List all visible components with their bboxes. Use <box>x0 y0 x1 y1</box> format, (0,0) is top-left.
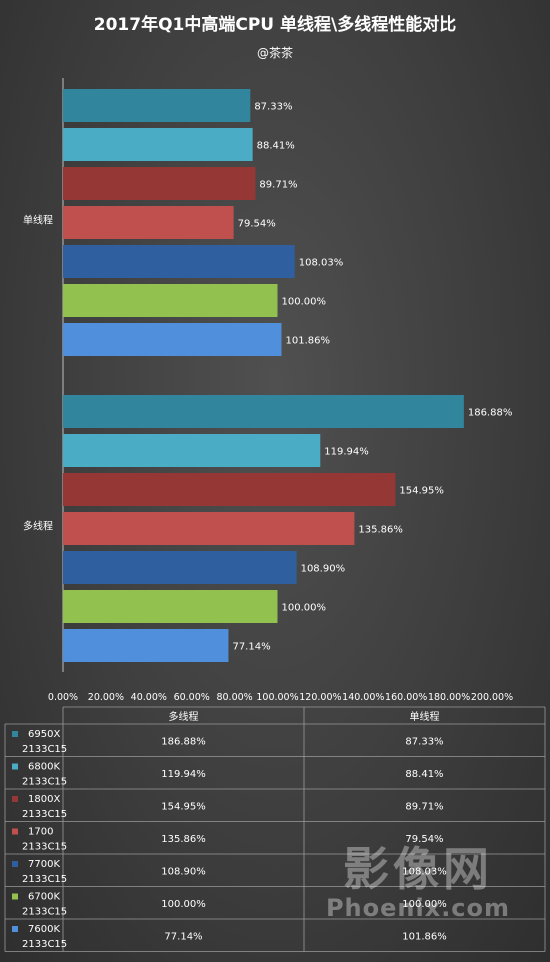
legend-label: 7600K <box>28 924 60 935</box>
x-tick-label: 100.00% <box>256 692 298 703</box>
bar-value-label: 100.00% <box>282 297 327 308</box>
table-cell: 135.86% <box>161 834 206 845</box>
legend-label-sub: 2133C15 <box>22 744 67 755</box>
table-cell: 154.95% <box>161 801 206 812</box>
bar-value-label: 135.86% <box>358 525 403 536</box>
bar <box>63 323 282 356</box>
x-tick-label: 120.00% <box>299 692 341 703</box>
bar <box>63 434 321 467</box>
table-cell: 108.03% <box>402 866 447 877</box>
data-table: 多线程 单线程 6950X 2133C15 186.88% 87.33% 6800K 2133… <box>4 706 546 952</box>
bar <box>63 245 295 278</box>
legend-swatch <box>12 861 18 867</box>
table-cell: 100.00% <box>161 899 206 910</box>
table-cell: 79.54% <box>405 834 443 845</box>
table-header: 单线程 <box>410 710 440 723</box>
legend-label-sub: 2133C15 <box>22 907 67 918</box>
table-cell: 108.90% <box>161 866 206 877</box>
bar <box>63 590 278 623</box>
bar <box>63 395 464 428</box>
legend-label: 6700K <box>28 892 60 903</box>
bar <box>63 284 278 317</box>
table-cell: 87.33% <box>405 736 443 747</box>
bar-value-label: 100.00% <box>282 603 327 614</box>
legend-label-sub: 2133C15 <box>22 809 67 820</box>
group-label: 多线程 <box>23 520 53 533</box>
watermark-main: 影像网 <box>343 842 493 896</box>
bar-value-label: 101.86% <box>285 336 330 347</box>
table-header: 多线程 <box>169 710 199 723</box>
bar <box>63 128 253 161</box>
legend-swatch <box>12 731 18 737</box>
table-cell: 100.00% <box>402 899 447 910</box>
chart-subtitle: @茶茶 <box>257 45 293 60</box>
legend-swatch <box>12 893 18 900</box>
bar-value-label: 88.41% <box>257 141 295 152</box>
bar <box>63 551 297 584</box>
x-tick-label: 80.00% <box>216 692 252 703</box>
table-cell: 88.41% <box>405 769 443 780</box>
x-tick-label: 200.00% <box>471 692 513 703</box>
legend-label-sub: 2133C15 <box>22 777 67 788</box>
table-cell: 119.94% <box>161 769 206 780</box>
watermark: 影像网 Phoenix.com <box>326 842 510 922</box>
bar <box>63 206 234 239</box>
legend-swatch <box>12 763 18 770</box>
legend-label: 6950X <box>28 729 60 740</box>
x-tick-label: 0.00% <box>48 692 78 703</box>
bar-value-label: 89.71% <box>259 180 297 191</box>
bar <box>63 512 355 545</box>
bar-value-label: 119.94% <box>324 447 369 458</box>
bar <box>63 89 251 122</box>
legend-label-sub: 2133C15 <box>22 874 67 885</box>
table-cell: 77.14% <box>164 931 202 942</box>
table-cell: 186.88% <box>161 736 206 747</box>
watermark-sub: Phoenix.com <box>326 894 510 922</box>
x-tick-label: 160.00% <box>385 692 427 703</box>
x-tick-label: 140.00% <box>342 692 384 703</box>
group-label: 单线程 <box>23 214 53 227</box>
bar-value-label: 154.95% <box>399 486 444 497</box>
bar-value-label: 77.14% <box>232 642 270 653</box>
legend-swatch <box>12 828 18 835</box>
legend-label: 1800X <box>28 794 60 805</box>
bar-value-label: 108.03% <box>299 258 344 269</box>
bar-value-label: 186.88% <box>468 408 513 419</box>
legend-label: 1700 <box>28 827 53 838</box>
chart-title: 2017年Q1中高端CPU 单线程\多线程性能对比 <box>94 14 456 35</box>
bar-value-label: 87.33% <box>254 102 292 113</box>
legend-swatch <box>12 926 18 932</box>
bar <box>63 473 396 506</box>
bar <box>63 629 229 662</box>
bar-value-label: 108.90% <box>301 564 346 575</box>
x-tick-label: 60.00% <box>174 692 210 703</box>
legend-swatch <box>12 796 18 802</box>
x-tick-label: 40.00% <box>131 692 167 703</box>
bar <box>63 167 256 200</box>
plot-area: 单线程 87.33% 88.41% 89.71% 79.54% 108.03% 100.00… <box>23 78 512 672</box>
legend-label: 7700K <box>28 859 60 870</box>
table-cell: 89.71% <box>405 801 443 812</box>
x-tick-label: 20.00% <box>88 692 124 703</box>
legend-label-sub: 2133C15 <box>22 939 67 950</box>
x-tick-label: 180.00% <box>428 692 470 703</box>
legend-label: 6800K <box>28 762 60 773</box>
table-cell: 101.86% <box>402 931 447 942</box>
bar-value-label: 79.54% <box>238 219 276 230</box>
legend-label-sub: 2133C15 <box>22 842 67 853</box>
x-axis: 0.00% 20.00% 40.00% 60.00% 80.00% 100.00% 120.… <box>48 692 513 703</box>
